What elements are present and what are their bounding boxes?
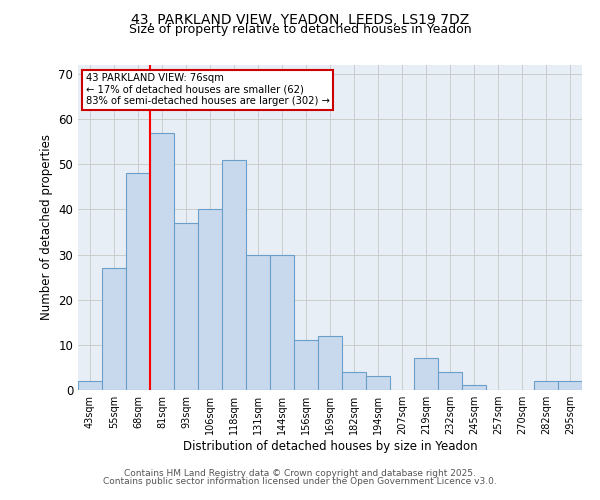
Text: Contains HM Land Registry data © Crown copyright and database right 2025.: Contains HM Land Registry data © Crown c… xyxy=(124,468,476,477)
Bar xyxy=(222,160,246,390)
Text: 43 PARKLAND VIEW: 76sqm
← 17% of detached houses are smaller (62)
83% of semi-de: 43 PARKLAND VIEW: 76sqm ← 17% of detache… xyxy=(86,73,329,106)
Bar xyxy=(342,372,366,390)
Bar xyxy=(534,381,558,390)
Bar xyxy=(438,372,462,390)
Bar xyxy=(366,376,390,390)
Bar xyxy=(462,386,486,390)
Bar xyxy=(270,254,294,390)
Bar xyxy=(102,268,126,390)
Bar xyxy=(558,381,582,390)
Text: 43, PARKLAND VIEW, YEADON, LEEDS, LS19 7DZ: 43, PARKLAND VIEW, YEADON, LEEDS, LS19 7… xyxy=(131,12,469,26)
Bar xyxy=(294,340,318,390)
Y-axis label: Number of detached properties: Number of detached properties xyxy=(40,134,53,320)
Bar xyxy=(246,254,270,390)
Bar xyxy=(150,132,174,390)
Bar xyxy=(174,223,198,390)
Bar xyxy=(78,381,102,390)
Bar xyxy=(414,358,438,390)
Text: Size of property relative to detached houses in Yeadon: Size of property relative to detached ho… xyxy=(128,22,472,36)
X-axis label: Distribution of detached houses by size in Yeadon: Distribution of detached houses by size … xyxy=(182,440,478,453)
Bar xyxy=(198,210,222,390)
Bar xyxy=(126,174,150,390)
Text: Contains public sector information licensed under the Open Government Licence v3: Contains public sector information licen… xyxy=(103,477,497,486)
Bar xyxy=(318,336,342,390)
